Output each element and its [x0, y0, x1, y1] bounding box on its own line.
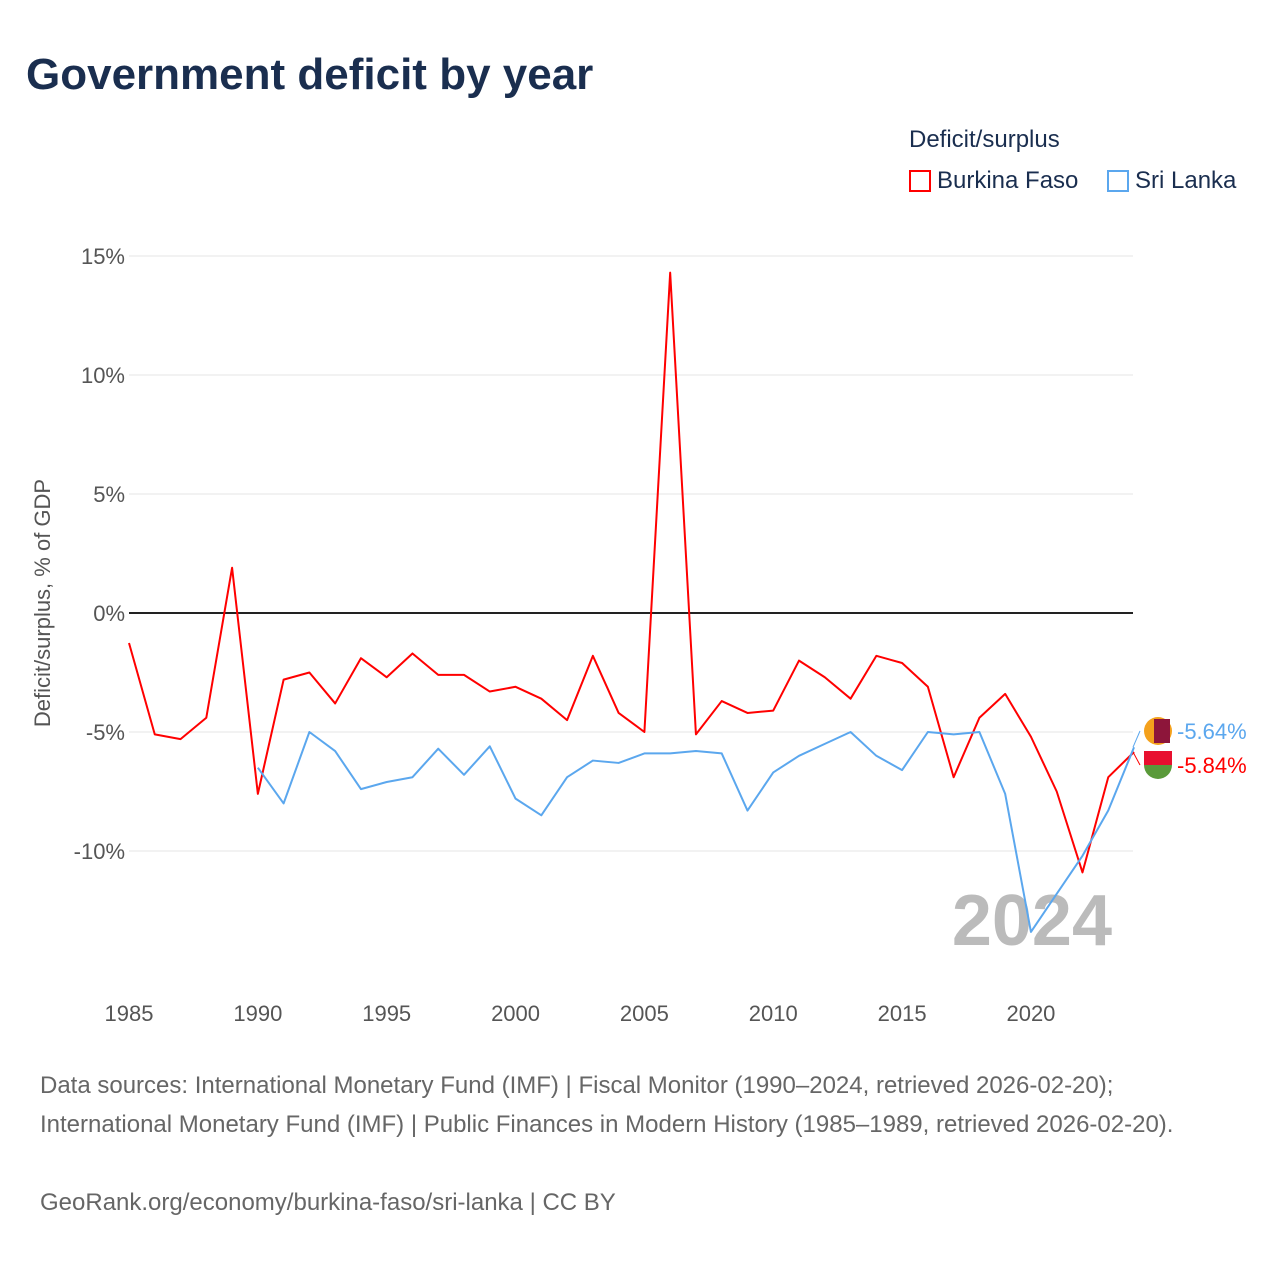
legend-item-sri-lanka[interactable]: Sri Lanka: [1107, 167, 1236, 195]
series-line-burkina-faso: [128, 271, 1135, 874]
y-tick-label: -10%: [74, 839, 125, 864]
flag-maroon-panel: [1154, 719, 1170, 743]
x-tick-label: 1990: [233, 1001, 282, 1026]
x-tick-label: 2005: [620, 1001, 669, 1026]
legend-swatch: [909, 170, 931, 192]
attribution-link[interactable]: GeoRank.org/economy/burkina-faso/sri-lan…: [40, 1189, 616, 1216]
end-label-leader: [1132, 751, 1141, 766]
x-tick-label: 2000: [491, 1001, 540, 1026]
y-tick-label: 5%: [93, 482, 125, 507]
end-value-label: -5.64%: [1177, 719, 1247, 744]
year-watermark: 2024: [952, 881, 1112, 961]
line-chart: 15% 10% 5% 0% -5% -10% 1985 1990 1995 2000 2005 201…: [30, 244, 1247, 1026]
y-tick-label: 10%: [81, 363, 125, 388]
y-tick-label: 0%: [93, 601, 125, 626]
end-label-leader: [1132, 730, 1141, 748]
y-tick-label: -5%: [86, 720, 125, 745]
series-line-sri-lanka: [257, 731, 1135, 933]
legend-title: Deficit/surplus: [909, 126, 1060, 153]
end-value-label: -5.84%: [1177, 753, 1247, 778]
y-tick-label: 15%: [81, 244, 125, 269]
x-tick-label: 2015: [878, 1001, 927, 1026]
legend-label: Burkina Faso: [937, 167, 1079, 194]
x-tick-label: 2020: [1006, 1001, 1055, 1026]
x-tick-label: 1985: [105, 1001, 154, 1026]
legend-item-burkina-faso[interactable]: Burkina Faso: [909, 167, 1078, 195]
x-tick-label: 1995: [362, 1001, 411, 1026]
flag-red-band: [1144, 751, 1172, 765]
chart-title: Government deficit by year: [26, 50, 594, 99]
data-sources: Data sources: International Monetary Fun…: [40, 1072, 1174, 1138]
y-axis-label: Deficit/surplus, % of GDP: [30, 479, 55, 727]
legend-label: Sri Lanka: [1135, 167, 1237, 194]
legend-swatch: [1107, 170, 1129, 192]
x-tick-label: 2010: [749, 1001, 798, 1026]
